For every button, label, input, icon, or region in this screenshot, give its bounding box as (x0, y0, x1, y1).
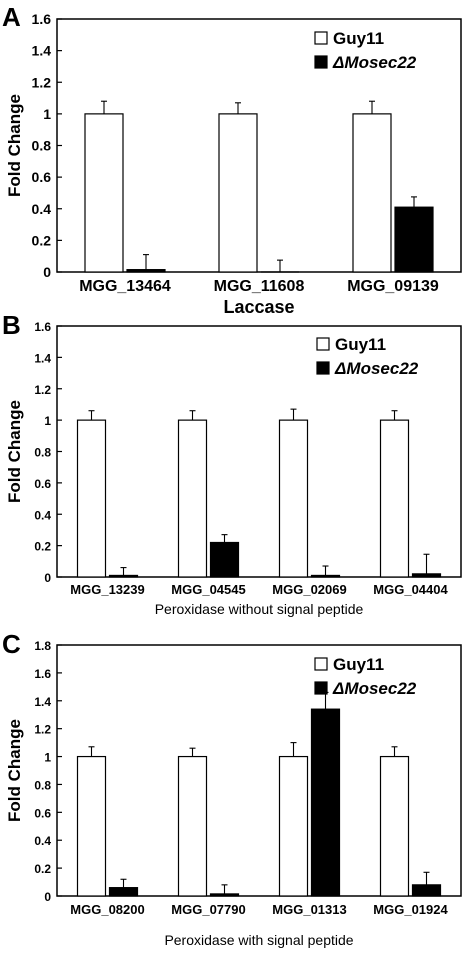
panel-a-category-label: MGG_11608 (214, 278, 305, 295)
panel-a-y-tick-label: 0.8 (32, 138, 52, 154)
panel-c-legend-swatch (314, 657, 328, 671)
panel-a-y-tick-label: 1.4 (32, 43, 52, 59)
panel-a-legend-swatch (314, 55, 328, 69)
panel-c-y-tick-label: 1 (44, 751, 51, 765)
panel-a-y-axis-label: Fold Change (5, 94, 24, 197)
panel-c-category-label: MGG_08200 (70, 902, 144, 917)
panel-c-plot-frame (56, 644, 462, 897)
panel-b-legend-label: ΔMosec22 (334, 359, 419, 378)
panel-b-y-tick-label: 0 (44, 571, 51, 585)
panel-c-category-label: MGG_07790 (171, 902, 245, 917)
panel-c-y-tick-label: 1.2 (34, 723, 51, 737)
panel-a-category-label: MGG_13464 (79, 278, 171, 295)
panel-b-y-axis-label: Fold Change (5, 400, 24, 503)
panel-a-category-label: MGG_09139 (347, 278, 439, 295)
panel-b-legend-swatch (316, 337, 330, 351)
panel-b-y-tick-label: 1.2 (34, 383, 51, 397)
panel-c-y-tick-label: 1.8 (34, 639, 51, 653)
panel-b-group: B 0 0.2 0.4 0.6 0.8 1 1.2 1.4 1.6 Fold Change MGG_1… (2, 310, 462, 617)
panel-a-letter: A (2, 2, 21, 32)
panel-c-y-axis-label: Fold Change (5, 719, 24, 822)
panel-b-x-axis-label: Peroxidase without signal peptide (155, 601, 364, 617)
panel-a-legend-label: Guy11 (333, 29, 384, 48)
panel-a-y-tick-label: 1 (43, 106, 51, 122)
panel-c-y-tick-label: 0.6 (34, 806, 51, 820)
panel-b-y-tick-label: 1.4 (34, 351, 51, 365)
panel-c-legend-label: ΔMosec22 (332, 679, 417, 698)
panel-c-bar (108, 887, 139, 897)
panel-c-bar (177, 755, 208, 897)
panel-c-category-label: MGG_01924 (373, 902, 448, 917)
panel-c-bar (310, 708, 341, 897)
panel-b-bar (177, 419, 208, 578)
panel-b-bar (278, 419, 309, 578)
panel-c-group: C 0 0.2 0.4 0.6 0.8 1 1.2 1.4 1.6 1.8 Fold Change MG… (2, 629, 462, 948)
panel-a-bar (218, 113, 258, 273)
panel-c-legend-swatch (314, 681, 328, 695)
panel-b-bar (310, 574, 341, 578)
panel-b-category-label: MGG_04404 (373, 582, 448, 597)
panel-c-bar (411, 884, 442, 897)
panel-c-y-tick-label: 0 (44, 890, 51, 904)
panel-c-category-label: MGG_01313 (272, 902, 346, 917)
panel-a-legend-swatch (314, 31, 328, 45)
panel-b-category-label: MGG_02069 (272, 582, 346, 597)
panel-b-letter: B (2, 310, 21, 340)
panel-a-bar (126, 269, 166, 273)
panel-a-y-tick-label: 0 (43, 264, 51, 280)
panel-b-bar (411, 573, 442, 578)
panel-b-bar (209, 541, 240, 578)
panel-b-y-tick-label: 1 (44, 414, 51, 428)
panel-b-y-tick-label: 1.6 (34, 320, 51, 334)
panel-c-y-tick-label: 1.6 (34, 667, 51, 681)
panel-c-x-axis-label: Peroxidase with signal peptide (164, 932, 353, 948)
panel-b-legend-swatch (316, 361, 330, 375)
panel-b-y-tick-label: 0.4 (34, 508, 51, 522)
panel-c-y-tick-label: 0.2 (34, 862, 51, 876)
panel-a-group: A 0 0.2 0.4 0.6 0.8 1 1.2 1.4 1.6 Fold Change MGG_1… (2, 2, 462, 317)
panel-c-y-tick-label: 0.4 (34, 834, 51, 848)
panel-b-y-tick-label: 0.6 (34, 477, 51, 491)
panel-c-bar (76, 755, 107, 897)
panel-b-category-label: MGG_13239 (70, 582, 144, 597)
panel-c-bar (278, 755, 309, 897)
panel-c-y-tick-label: 0.8 (34, 778, 51, 792)
panel-a-y-tick-label: 0.6 (32, 169, 52, 185)
panel-c-bar (209, 893, 240, 897)
panel-c-legend-label: Guy11 (333, 655, 384, 674)
panel-b-bar (76, 419, 107, 578)
panel-b-legend-label: Guy11 (335, 335, 386, 354)
panel-a-bar (352, 113, 392, 273)
panel-a-y-tick-label: 1.2 (32, 74, 52, 90)
panel-a-bar (394, 206, 434, 273)
panel-b-bar (379, 419, 410, 578)
panel-a-y-tick-label: 0.2 (32, 232, 52, 248)
panel-b-y-tick-label: 0.2 (34, 540, 51, 554)
panel-a-y-tick-label: 1.6 (32, 11, 52, 27)
panel-b-bar (108, 574, 139, 578)
panel-b-y-tick-label: 0.8 (34, 446, 51, 460)
panel-a-bar (84, 113, 124, 273)
panel-a-y-tick-label: 0.4 (32, 201, 52, 217)
panel-a-x-axis-label: Laccase (223, 297, 294, 317)
panel-c-bar (379, 755, 410, 897)
panel-a-legend-label: ΔMosec22 (332, 53, 417, 72)
panel-b-category-label: MGG_04545 (171, 582, 245, 597)
panel-c-letter: C (2, 629, 21, 659)
panel-c-y-tick-label: 1.4 (34, 695, 51, 709)
